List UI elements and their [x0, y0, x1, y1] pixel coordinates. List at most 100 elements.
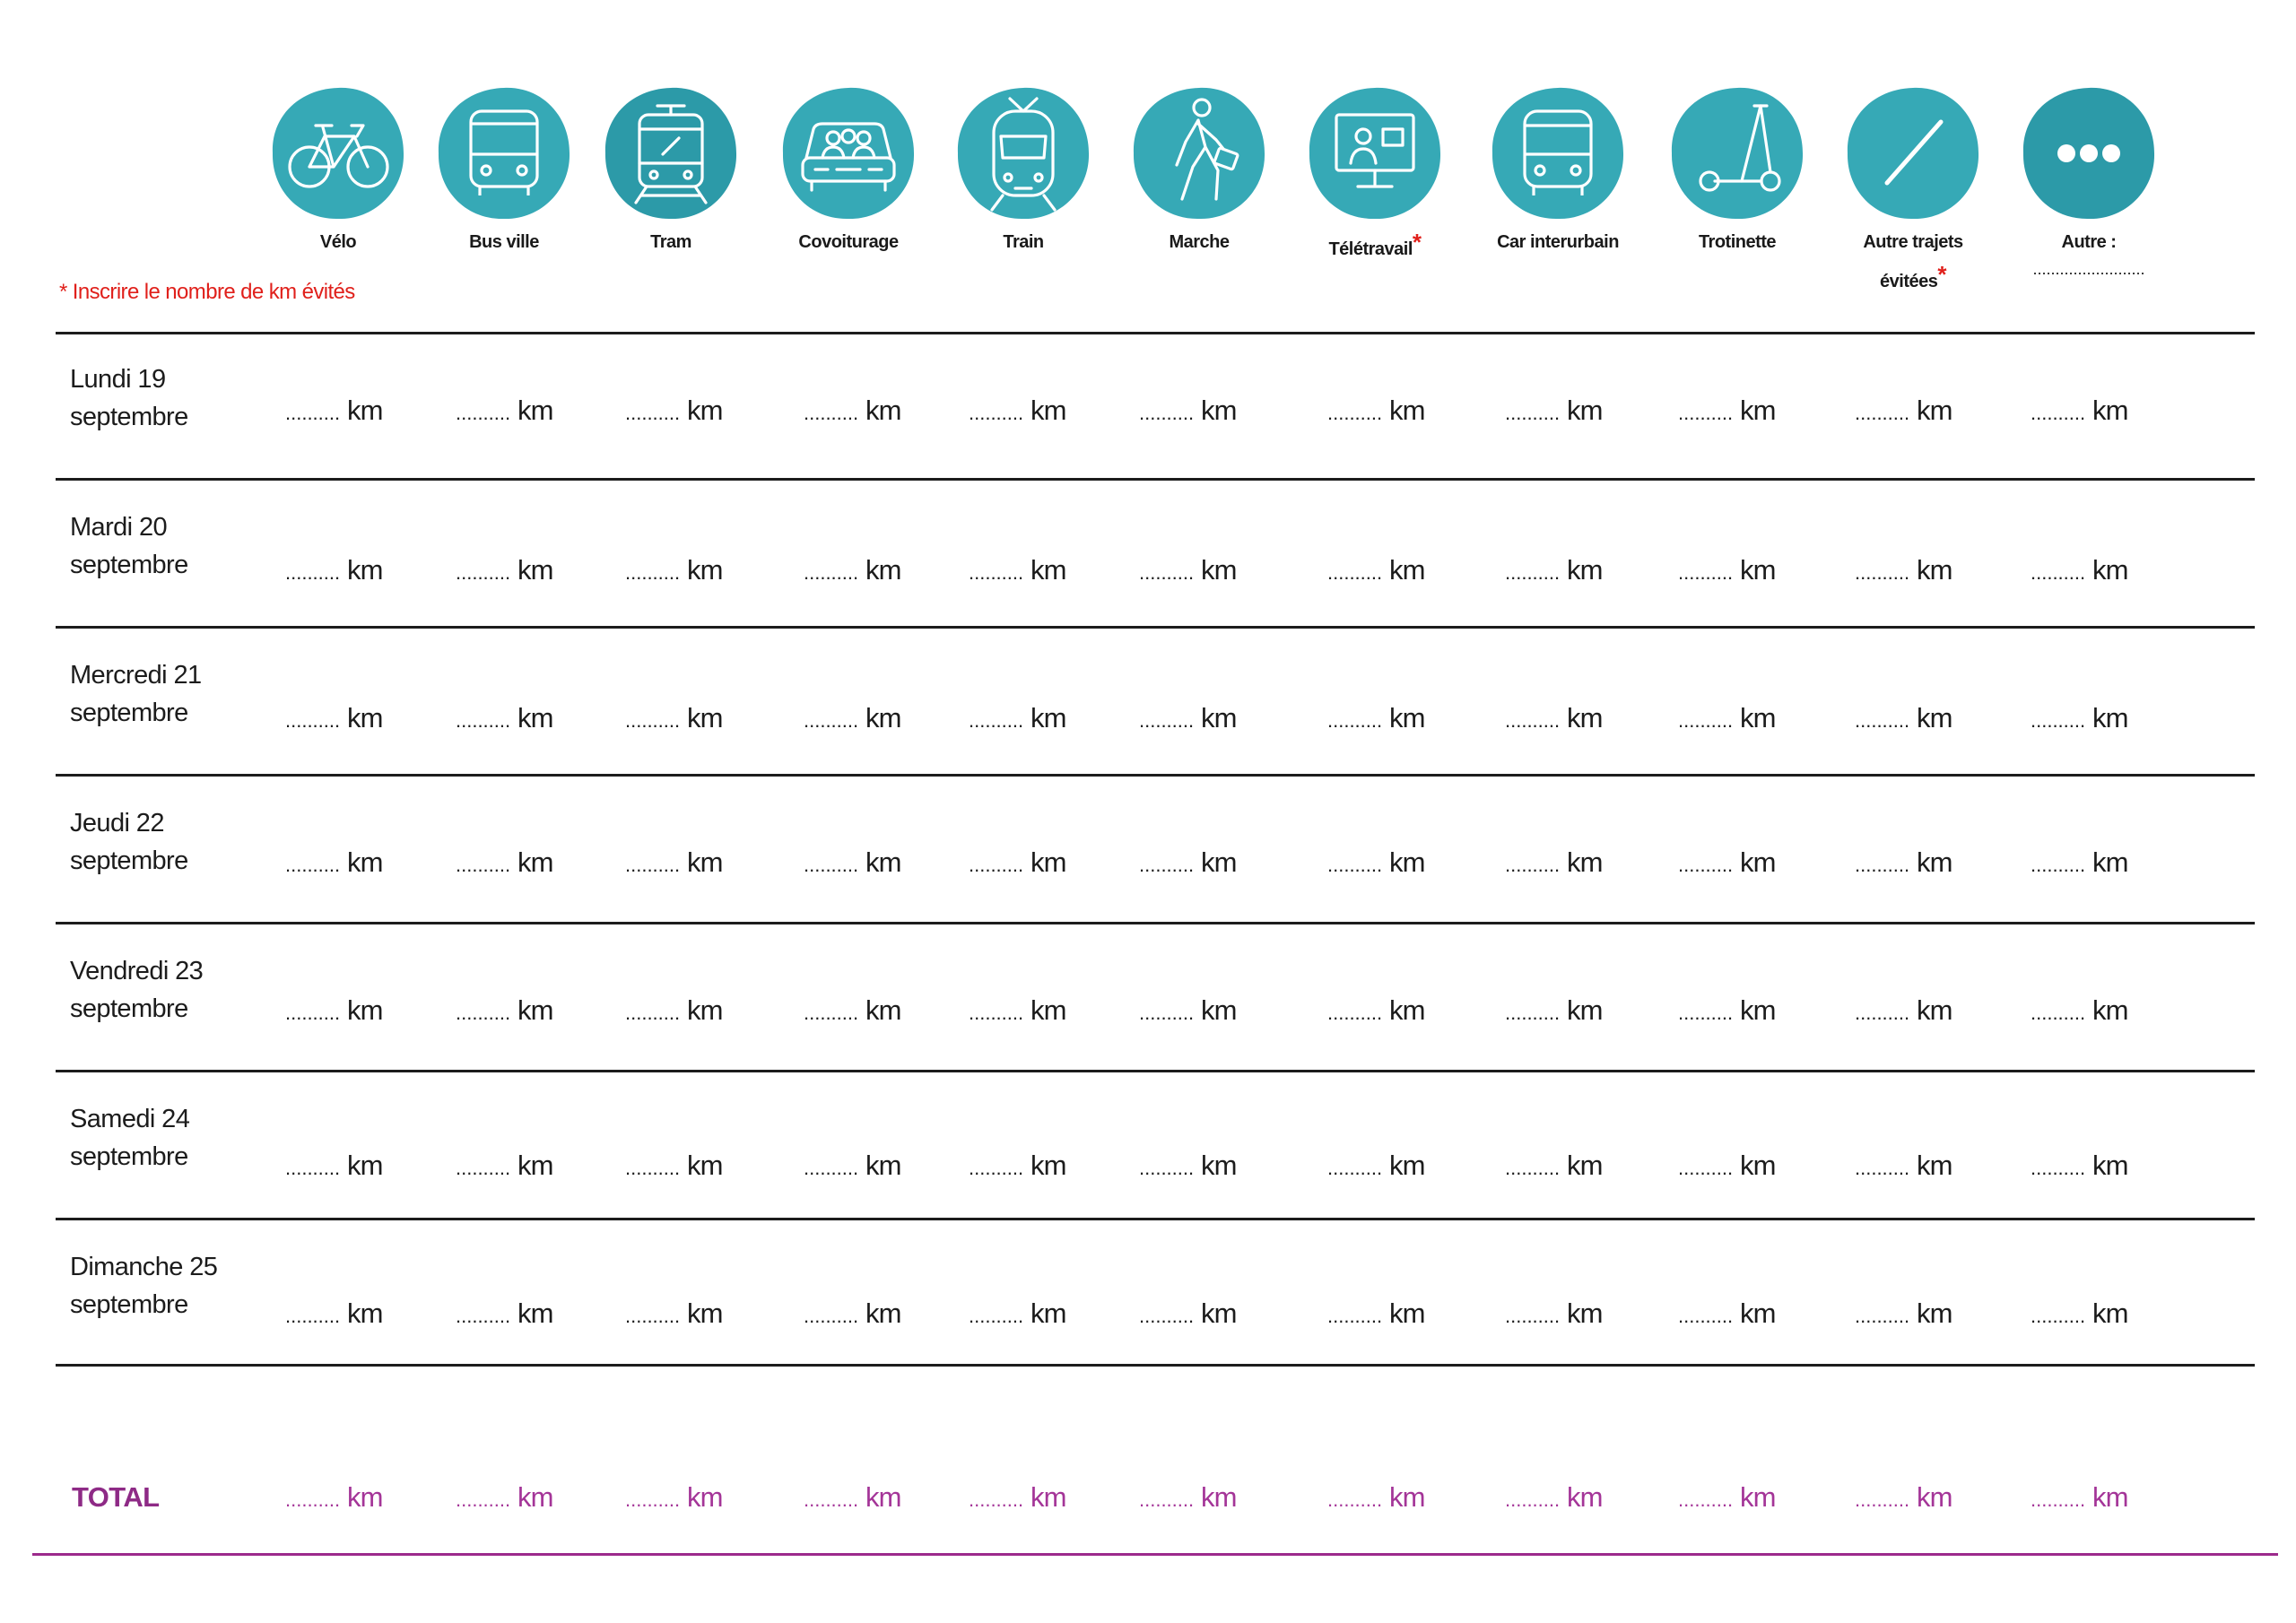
km-entry-cell[interactable]: .......... km [969, 994, 1130, 1027]
km-blank[interactable]: .......... [1678, 1157, 1734, 1179]
km-entry-cell[interactable]: .......... km [2031, 395, 2192, 427]
km-blank[interactable]: .......... [969, 1002, 1024, 1024]
km-entry-cell[interactable]: .......... km [1678, 994, 1839, 1027]
km-blank[interactable]: .......... [804, 1002, 859, 1024]
km-blank[interactable]: .......... [1855, 1157, 1910, 1179]
km-blank[interactable]: .......... [625, 1002, 681, 1024]
km-blank[interactable]: .......... [969, 561, 1024, 584]
km-blank[interactable]: .......... [1327, 1157, 1383, 1179]
km-entry-cell[interactable]: .......... km [456, 702, 617, 734]
total-km-cell[interactable]: .......... km [1855, 1481, 2016, 1514]
km-entry-cell[interactable]: .......... km [1855, 702, 2016, 734]
km-entry-cell[interactable]: .......... km [804, 554, 965, 586]
km-blank[interactable]: .......... [1678, 709, 1734, 732]
total-km-cell[interactable]: .......... km [1327, 1481, 1489, 1514]
km-blank[interactable]: .......... [1855, 1488, 1910, 1511]
km-blank[interactable]: .......... [285, 709, 341, 732]
km-entry-cell[interactable]: .......... km [1505, 1150, 1666, 1182]
km-entry-cell[interactable]: .......... km [969, 1298, 1130, 1330]
km-entry-cell[interactable]: .......... km [804, 1150, 965, 1182]
km-entry-cell[interactable]: .......... km [625, 994, 787, 1027]
km-entry-cell[interactable]: .......... km [1327, 702, 1489, 734]
km-blank[interactable]: .......... [456, 1305, 511, 1327]
km-blank[interactable]: .......... [1678, 854, 1734, 876]
km-entry-cell[interactable]: .......... km [1327, 994, 1489, 1027]
km-entry-cell[interactable]: .......... km [456, 395, 617, 427]
km-blank[interactable]: .......... [1139, 1488, 1195, 1511]
km-blank[interactable]: .......... [804, 1157, 859, 1179]
km-entry-cell[interactable]: .......... km [969, 395, 1130, 427]
km-blank[interactable]: .......... [625, 1305, 681, 1327]
km-blank[interactable]: .......... [969, 709, 1024, 732]
km-blank[interactable]: .......... [285, 1002, 341, 1024]
km-entry-cell[interactable]: .......... km [1139, 702, 1300, 734]
km-blank[interactable]: .......... [456, 1002, 511, 1024]
km-blank[interactable]: .......... [2031, 1488, 2086, 1511]
km-entry-cell[interactable]: .......... km [2031, 554, 2192, 586]
km-entry-cell[interactable]: .......... km [969, 846, 1130, 879]
km-entry-cell[interactable]: .......... km [1139, 1150, 1300, 1182]
km-entry-cell[interactable]: .......... km [969, 702, 1130, 734]
km-entry-cell[interactable]: .......... km [1678, 846, 1839, 879]
km-entry-cell[interactable]: .......... km [2031, 702, 2192, 734]
km-blank[interactable]: .......... [804, 854, 859, 876]
km-entry-cell[interactable]: .......... km [2031, 994, 2192, 1027]
km-blank[interactable]: .......... [1139, 402, 1195, 424]
km-blank[interactable]: .......... [1327, 1002, 1383, 1024]
km-entry-cell[interactable]: .......... km [1327, 554, 1489, 586]
km-entry-cell[interactable]: .......... km [1678, 1298, 1839, 1330]
km-entry-cell[interactable]: .......... km [285, 395, 447, 427]
km-blank[interactable]: .......... [2031, 561, 2086, 584]
km-blank[interactable]: .......... [1139, 1305, 1195, 1327]
km-blank[interactable]: .......... [1505, 709, 1561, 732]
km-entry-cell[interactable]: .......... km [969, 1150, 1130, 1182]
km-blank[interactable]: .......... [1855, 1002, 1910, 1024]
km-blank[interactable]: .......... [2031, 1002, 2086, 1024]
km-entry-cell[interactable]: .......... km [1327, 395, 1489, 427]
km-entry-cell[interactable]: .......... km [1327, 846, 1489, 879]
total-km-cell[interactable]: .......... km [1505, 1481, 1666, 1514]
km-entry-cell[interactable]: .......... km [456, 846, 617, 879]
total-km-cell[interactable]: .......... km [456, 1481, 617, 1514]
km-blank[interactable]: .......... [1505, 402, 1561, 424]
km-entry-cell[interactable]: .......... km [1855, 554, 2016, 586]
km-entry-cell[interactable]: .......... km [1855, 1150, 2016, 1182]
km-blank[interactable]: .......... [804, 402, 859, 424]
other-mode-blank[interactable]: ......................... [2032, 260, 2145, 278]
km-blank[interactable]: .......... [285, 1488, 341, 1511]
km-blank[interactable]: .......... [969, 1305, 1024, 1327]
km-blank[interactable]: .......... [285, 402, 341, 424]
total-km-cell[interactable]: .......... km [1139, 1481, 1300, 1514]
km-entry-cell[interactable]: .......... km [285, 846, 447, 879]
km-blank[interactable]: .......... [1327, 854, 1383, 876]
km-entry-cell[interactable]: .......... km [456, 554, 617, 586]
km-blank[interactable]: .......... [625, 402, 681, 424]
km-blank[interactable]: .......... [625, 1157, 681, 1179]
km-blank[interactable]: .......... [1139, 1157, 1195, 1179]
km-blank[interactable]: .......... [1855, 402, 1910, 424]
km-blank[interactable]: .......... [1855, 1305, 1910, 1327]
total-km-cell[interactable]: .......... km [1678, 1481, 1839, 1514]
total-km-cell[interactable]: .......... km [804, 1481, 965, 1514]
km-blank[interactable]: .......... [285, 561, 341, 584]
km-blank[interactable]: .......... [1139, 709, 1195, 732]
km-blank[interactable]: .......... [285, 1305, 341, 1327]
km-entry-cell[interactable]: .......... km [285, 994, 447, 1027]
km-entry-cell[interactable]: .......... km [2031, 1150, 2192, 1182]
km-entry-cell[interactable]: .......... km [1678, 1150, 1839, 1182]
km-blank[interactable]: .......... [1139, 1002, 1195, 1024]
km-blank[interactable]: .......... [1327, 709, 1383, 732]
km-blank[interactable]: .......... [625, 709, 681, 732]
total-km-cell[interactable]: .......... km [2031, 1481, 2192, 1514]
km-blank[interactable]: .......... [456, 709, 511, 732]
km-blank[interactable]: .......... [625, 854, 681, 876]
km-blank[interactable]: .......... [1678, 1305, 1734, 1327]
km-blank[interactable]: .......... [1505, 1488, 1561, 1511]
km-blank[interactable]: .......... [1505, 1305, 1561, 1327]
km-blank[interactable]: .......... [1505, 1002, 1561, 1024]
km-entry-cell[interactable]: .......... km [1505, 702, 1666, 734]
km-blank[interactable]: .......... [2031, 854, 2086, 876]
km-entry-cell[interactable]: .......... km [285, 1298, 447, 1330]
km-blank[interactable]: .......... [1327, 1305, 1383, 1327]
km-entry-cell[interactable]: .......... km [1139, 395, 1300, 427]
